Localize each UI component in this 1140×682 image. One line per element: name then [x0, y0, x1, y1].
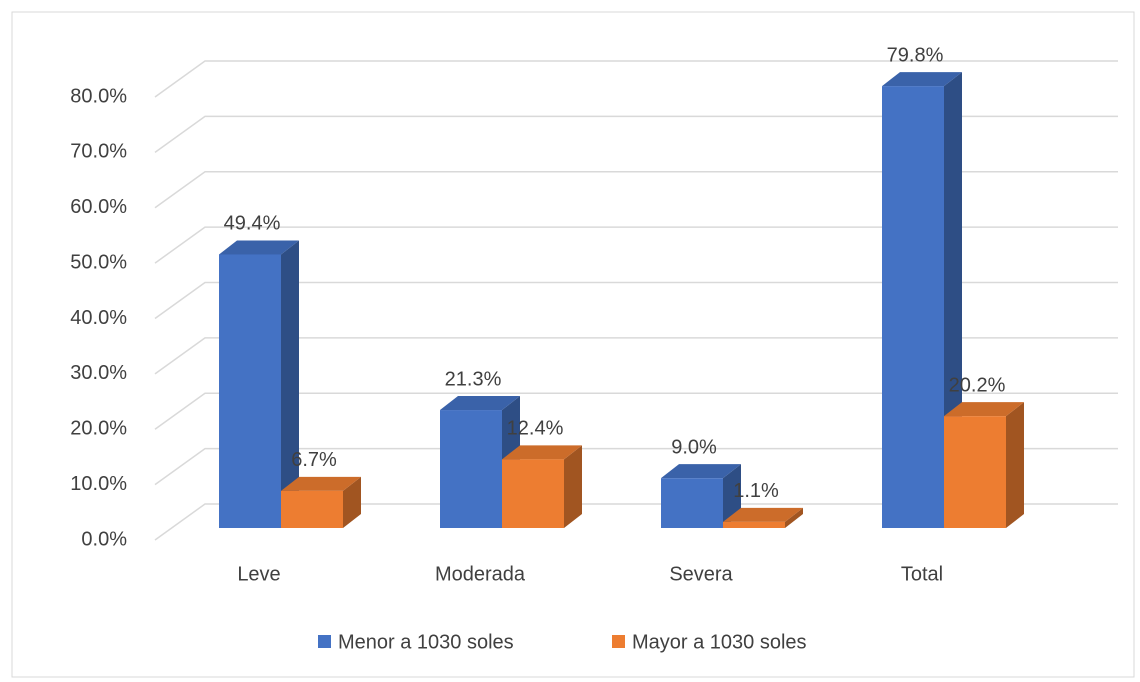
bar-top: [219, 240, 299, 255]
legend-label: Mayor a 1030 soles: [632, 631, 807, 653]
bar: [661, 464, 741, 528]
data-label: 49.4%: [224, 213, 281, 235]
bar-side: [1006, 402, 1024, 528]
legend-swatch: [612, 635, 625, 648]
grid-line: [154, 447, 1118, 486]
x-tick-label: Moderada: [435, 563, 526, 585]
data-label: 21.3%: [445, 368, 502, 390]
x-tick-label: Severa: [669, 563, 733, 585]
y-tick-label: 20.0%: [70, 418, 127, 440]
y-tick-label: 40.0%: [70, 307, 127, 329]
bar-side: [564, 445, 582, 528]
bar: [440, 396, 520, 528]
x-tick-label: Total: [901, 563, 943, 585]
bar-front: [440, 410, 502, 528]
y-tick-label: 60.0%: [70, 196, 127, 218]
y-tick-label: 50.0%: [70, 251, 127, 273]
y-tick-label: 80.0%: [70, 85, 127, 107]
grid-line: [154, 60, 1118, 98]
data-label: 79.8%: [887, 44, 944, 66]
bar-side: [785, 507, 803, 528]
bar: [219, 240, 299, 528]
bar-side: [281, 240, 299, 528]
data-label: 6.7%: [291, 449, 337, 471]
bar-top: [723, 507, 803, 522]
bar-top: [440, 396, 520, 411]
data-label: 20.2%: [949, 374, 1006, 396]
bar-front: [723, 521, 785, 528]
bar-top: [882, 72, 962, 87]
grid-line: [154, 281, 1118, 320]
grid-line: [154, 226, 1118, 264]
data-label: 1.1%: [733, 480, 779, 502]
grid-line: [154, 337, 1118, 375]
grid-line: [154, 115, 1118, 153]
y-tick-label: 70.0%: [70, 141, 127, 163]
y-tick-label: 30.0%: [70, 362, 127, 384]
bar-front: [502, 459, 564, 528]
legend-label: Menor a 1030 soles: [338, 631, 514, 653]
bar: [723, 507, 803, 528]
y-tick-label: 0.0%: [81, 528, 127, 550]
grid-line: [154, 171, 1118, 209]
bar: [944, 402, 1024, 528]
bar: [502, 445, 582, 528]
bar-top: [661, 464, 741, 479]
bar-front: [661, 478, 723, 528]
y-tick-label: 10.0%: [70, 473, 127, 495]
bar-front: [281, 490, 343, 528]
bar: [882, 72, 962, 529]
grid-line: [154, 392, 1118, 430]
bar-top: [944, 402, 1024, 417]
x-tick-label: Leve: [237, 563, 280, 585]
grid-line: [154, 503, 1118, 541]
chart-frame: [11, 11, 1135, 678]
bar-side: [343, 476, 361, 528]
bar-top: [502, 445, 582, 460]
bar: [281, 476, 361, 528]
bar-front: [882, 86, 944, 529]
data-label: 9.0%: [671, 436, 717, 458]
bar-front: [219, 254, 281, 528]
bar-front: [944, 416, 1006, 528]
legend-swatch: [318, 635, 331, 648]
data-label: 12.4%: [507, 418, 564, 440]
bar-top: [281, 476, 361, 491]
